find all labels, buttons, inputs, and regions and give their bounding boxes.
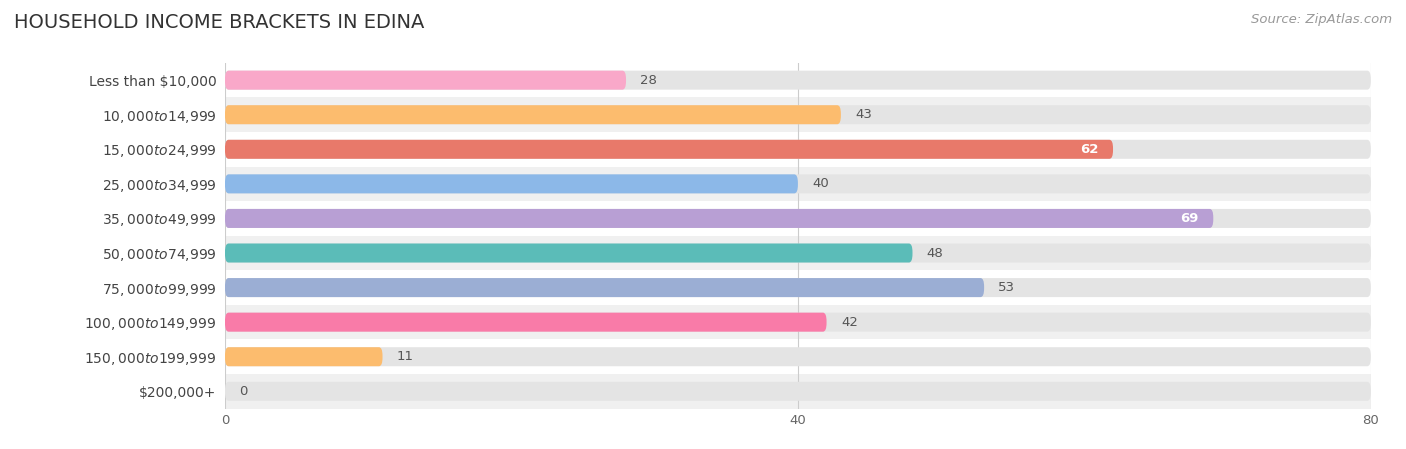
FancyBboxPatch shape	[225, 382, 1371, 401]
Text: Source: ZipAtlas.com: Source: ZipAtlas.com	[1251, 13, 1392, 26]
Text: 0: 0	[239, 385, 247, 398]
FancyBboxPatch shape	[225, 236, 1371, 270]
FancyBboxPatch shape	[225, 140, 1114, 159]
FancyBboxPatch shape	[225, 140, 1371, 159]
FancyBboxPatch shape	[225, 201, 1371, 236]
FancyBboxPatch shape	[225, 305, 1371, 339]
FancyBboxPatch shape	[225, 209, 1371, 228]
FancyBboxPatch shape	[225, 97, 1371, 132]
Text: 42: 42	[841, 316, 858, 329]
FancyBboxPatch shape	[225, 174, 799, 194]
FancyBboxPatch shape	[225, 270, 1371, 305]
Text: 40: 40	[813, 177, 830, 190]
Text: 11: 11	[396, 350, 413, 363]
FancyBboxPatch shape	[225, 105, 1371, 124]
FancyBboxPatch shape	[225, 167, 1371, 201]
FancyBboxPatch shape	[225, 70, 626, 90]
FancyBboxPatch shape	[225, 209, 1213, 228]
FancyBboxPatch shape	[225, 313, 827, 332]
Text: 69: 69	[1181, 212, 1199, 225]
FancyBboxPatch shape	[225, 347, 382, 366]
Text: HOUSEHOLD INCOME BRACKETS IN EDINA: HOUSEHOLD INCOME BRACKETS IN EDINA	[14, 13, 425, 32]
FancyBboxPatch shape	[225, 243, 1371, 263]
Text: 43: 43	[855, 108, 872, 121]
FancyBboxPatch shape	[225, 105, 841, 124]
FancyBboxPatch shape	[225, 278, 984, 297]
Text: 62: 62	[1080, 143, 1098, 156]
FancyBboxPatch shape	[225, 132, 1371, 167]
FancyBboxPatch shape	[225, 374, 1371, 409]
FancyBboxPatch shape	[225, 347, 1371, 366]
FancyBboxPatch shape	[225, 339, 1371, 374]
FancyBboxPatch shape	[225, 278, 1371, 297]
FancyBboxPatch shape	[225, 174, 1371, 194]
FancyBboxPatch shape	[225, 63, 1371, 97]
FancyBboxPatch shape	[225, 313, 1371, 332]
Text: 28: 28	[640, 74, 657, 87]
Text: 48: 48	[927, 247, 943, 260]
Text: 53: 53	[998, 281, 1015, 294]
FancyBboxPatch shape	[225, 70, 1371, 90]
FancyBboxPatch shape	[225, 243, 912, 263]
